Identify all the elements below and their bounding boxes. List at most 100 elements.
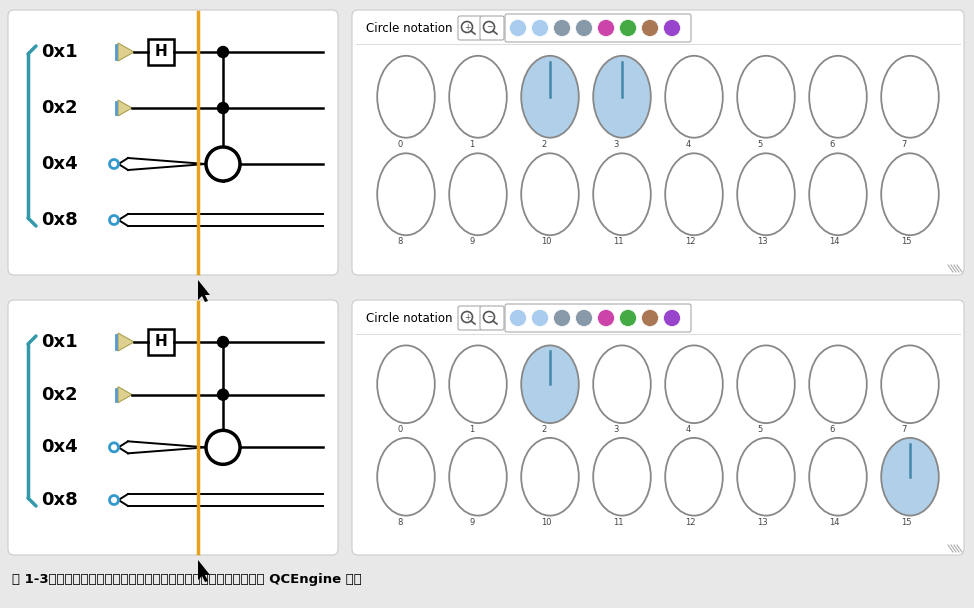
Text: 14: 14 bbox=[829, 237, 840, 246]
Ellipse shape bbox=[593, 56, 651, 137]
Ellipse shape bbox=[521, 438, 579, 516]
Circle shape bbox=[597, 309, 615, 326]
Text: 0: 0 bbox=[397, 425, 402, 434]
Circle shape bbox=[206, 430, 240, 465]
Text: +: + bbox=[464, 22, 470, 32]
Text: 0x2: 0x2 bbox=[41, 99, 78, 117]
FancyBboxPatch shape bbox=[480, 306, 504, 330]
Circle shape bbox=[509, 19, 527, 36]
Circle shape bbox=[642, 309, 658, 326]
Ellipse shape bbox=[593, 438, 651, 516]
FancyBboxPatch shape bbox=[148, 329, 174, 355]
Ellipse shape bbox=[521, 345, 579, 423]
FancyBboxPatch shape bbox=[480, 16, 504, 40]
Text: 8: 8 bbox=[397, 517, 402, 527]
Ellipse shape bbox=[737, 56, 795, 137]
Ellipse shape bbox=[449, 153, 506, 235]
Ellipse shape bbox=[377, 56, 434, 137]
Ellipse shape bbox=[449, 438, 506, 516]
Text: 7: 7 bbox=[901, 425, 907, 434]
Ellipse shape bbox=[377, 153, 434, 235]
FancyBboxPatch shape bbox=[8, 300, 338, 555]
Ellipse shape bbox=[665, 345, 723, 423]
Text: 12: 12 bbox=[686, 237, 695, 246]
Circle shape bbox=[663, 19, 681, 36]
Circle shape bbox=[597, 19, 615, 36]
Ellipse shape bbox=[665, 153, 723, 235]
Circle shape bbox=[217, 336, 229, 348]
Polygon shape bbox=[198, 560, 210, 582]
Circle shape bbox=[109, 496, 119, 505]
Circle shape bbox=[619, 19, 636, 36]
Circle shape bbox=[532, 309, 548, 326]
Text: 3: 3 bbox=[614, 425, 618, 434]
Text: −: − bbox=[486, 313, 492, 322]
Text: 9: 9 bbox=[469, 517, 474, 527]
Polygon shape bbox=[118, 100, 132, 116]
Ellipse shape bbox=[593, 153, 651, 235]
Circle shape bbox=[553, 309, 571, 326]
Text: 图 1-3：使用量子电路可视化工具和圆形表示法可视化工具单步执行 QCEngine 程序: 图 1-3：使用量子电路可视化工具和圆形表示法可视化工具单步执行 QCEngin… bbox=[12, 573, 361, 586]
Text: 0x8: 0x8 bbox=[41, 491, 78, 509]
FancyBboxPatch shape bbox=[505, 14, 691, 42]
Text: H: H bbox=[155, 44, 168, 60]
Circle shape bbox=[576, 19, 592, 36]
Ellipse shape bbox=[377, 438, 434, 516]
Polygon shape bbox=[118, 43, 134, 61]
Text: 3: 3 bbox=[614, 140, 618, 149]
FancyBboxPatch shape bbox=[458, 16, 482, 40]
Circle shape bbox=[109, 215, 119, 224]
Text: +: + bbox=[464, 313, 470, 322]
Ellipse shape bbox=[449, 345, 506, 423]
Text: 12: 12 bbox=[686, 517, 695, 527]
Circle shape bbox=[553, 19, 571, 36]
Ellipse shape bbox=[665, 438, 723, 516]
Ellipse shape bbox=[377, 345, 434, 423]
Text: 2: 2 bbox=[542, 140, 546, 149]
Text: 6: 6 bbox=[829, 140, 835, 149]
Ellipse shape bbox=[881, 438, 939, 516]
Circle shape bbox=[109, 159, 119, 168]
Circle shape bbox=[206, 147, 240, 181]
FancyBboxPatch shape bbox=[8, 10, 338, 275]
Ellipse shape bbox=[593, 345, 651, 423]
Circle shape bbox=[532, 19, 548, 36]
FancyBboxPatch shape bbox=[458, 306, 482, 330]
Text: 14: 14 bbox=[829, 517, 840, 527]
Text: 0x4: 0x4 bbox=[41, 438, 78, 457]
Polygon shape bbox=[118, 387, 132, 402]
Ellipse shape bbox=[881, 153, 939, 235]
Text: 4: 4 bbox=[686, 140, 691, 149]
Circle shape bbox=[642, 19, 658, 36]
Text: 11: 11 bbox=[614, 237, 624, 246]
Text: 13: 13 bbox=[758, 517, 768, 527]
Ellipse shape bbox=[665, 56, 723, 137]
Polygon shape bbox=[198, 280, 210, 302]
Text: 13: 13 bbox=[758, 237, 768, 246]
Ellipse shape bbox=[809, 438, 867, 516]
Ellipse shape bbox=[521, 153, 579, 235]
Ellipse shape bbox=[881, 56, 939, 137]
Text: 8: 8 bbox=[397, 237, 402, 246]
Circle shape bbox=[663, 309, 681, 326]
Text: 15: 15 bbox=[901, 237, 912, 246]
Ellipse shape bbox=[881, 345, 939, 423]
FancyBboxPatch shape bbox=[352, 10, 964, 275]
Text: 0x4: 0x4 bbox=[41, 155, 78, 173]
Text: 11: 11 bbox=[614, 517, 624, 527]
Ellipse shape bbox=[521, 56, 579, 137]
Circle shape bbox=[576, 309, 592, 326]
Text: 0x8: 0x8 bbox=[41, 211, 78, 229]
Text: 5: 5 bbox=[758, 425, 763, 434]
Text: 2: 2 bbox=[542, 425, 546, 434]
Text: 1: 1 bbox=[469, 140, 474, 149]
Polygon shape bbox=[118, 333, 134, 351]
Text: 4: 4 bbox=[686, 425, 691, 434]
Circle shape bbox=[619, 309, 636, 326]
Text: 9: 9 bbox=[469, 237, 474, 246]
Text: 0x2: 0x2 bbox=[41, 385, 78, 404]
Circle shape bbox=[217, 389, 229, 400]
FancyBboxPatch shape bbox=[505, 304, 691, 332]
Text: 0: 0 bbox=[397, 140, 402, 149]
Ellipse shape bbox=[449, 56, 506, 137]
